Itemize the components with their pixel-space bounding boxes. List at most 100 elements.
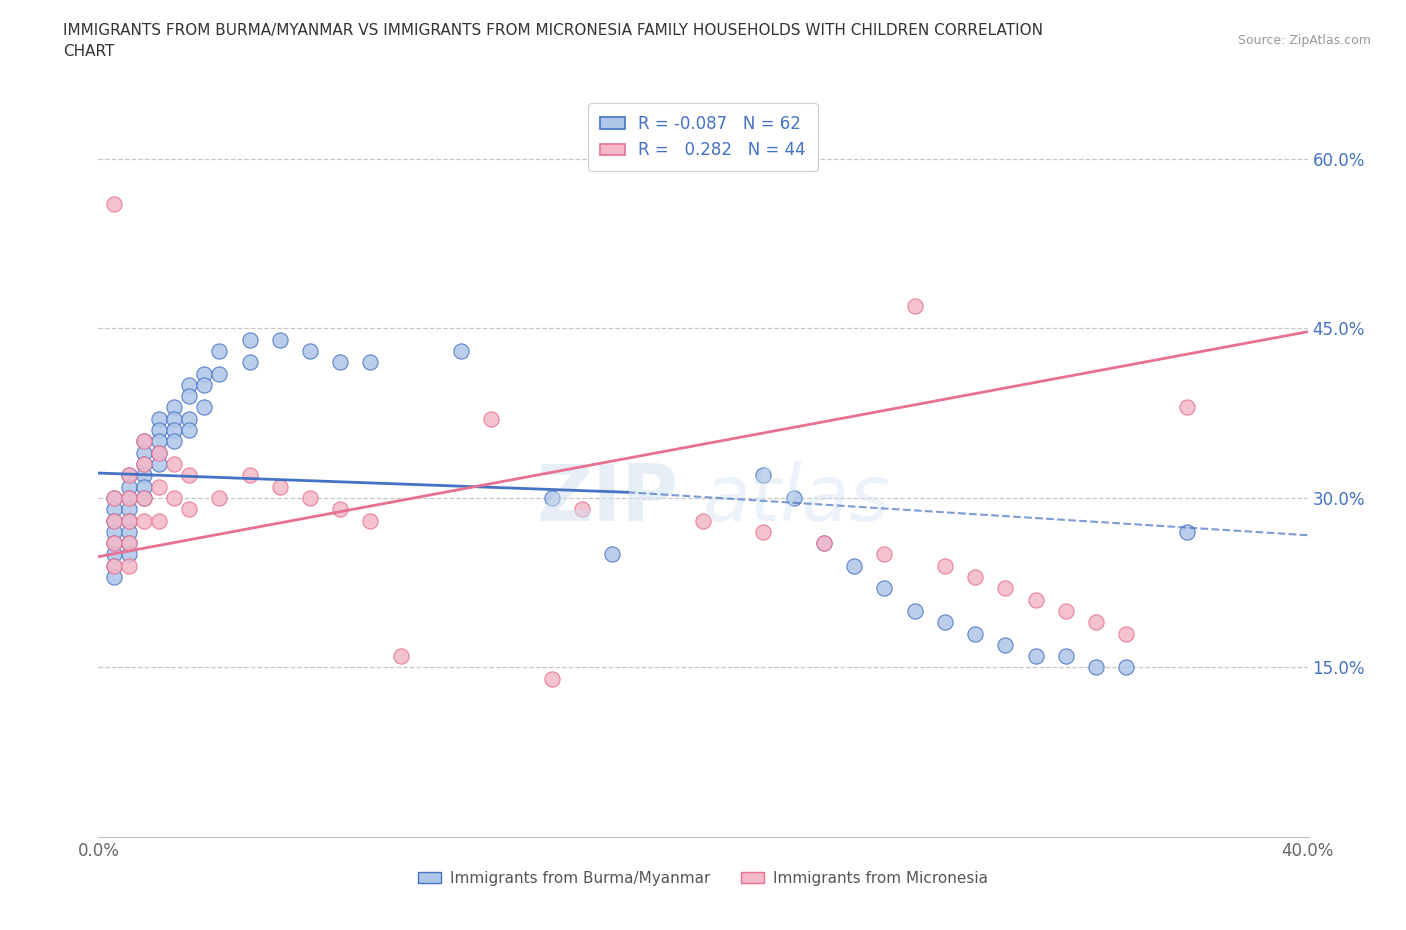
Point [965, 626, 987, 641]
Point [132, 457, 155, 472]
Point [132, 513, 155, 528]
Point [299, 490, 322, 505]
Point [118, 513, 141, 528]
Point [118, 547, 141, 562]
Point [752, 468, 775, 483]
Legend: Immigrants from Burma/Myanmar, Immigrants from Micronesia: Immigrants from Burma/Myanmar, Immigrant… [412, 865, 994, 892]
Point [994, 581, 1017, 596]
Point [118, 468, 141, 483]
Point [873, 581, 896, 596]
Text: ZIP: ZIP [537, 461, 679, 537]
Point [148, 422, 170, 437]
Point [193, 400, 215, 415]
Point [118, 558, 141, 573]
Point [163, 434, 186, 449]
Point [239, 332, 262, 347]
Point [571, 502, 593, 517]
Point [208, 366, 231, 381]
Point [103, 490, 125, 505]
Point [103, 558, 125, 573]
Point [360, 355, 382, 370]
Point [540, 490, 562, 505]
Point [844, 558, 866, 573]
Point [602, 547, 624, 562]
Point [118, 536, 141, 551]
Point [132, 468, 155, 483]
Point [389, 649, 412, 664]
Point [148, 479, 170, 494]
Point [148, 457, 170, 472]
Point [904, 299, 927, 313]
Text: Source: ZipAtlas.com: Source: ZipAtlas.com [1237, 34, 1371, 47]
Point [1175, 525, 1198, 539]
Point [1024, 592, 1046, 607]
Point [994, 637, 1017, 652]
Point [132, 479, 155, 494]
Point [179, 422, 201, 437]
Point [239, 355, 262, 370]
Point [118, 525, 141, 539]
Point [934, 615, 956, 630]
Point [1085, 615, 1108, 630]
Point [179, 389, 201, 404]
Point [208, 343, 231, 358]
Point [118, 502, 141, 517]
Point [1054, 604, 1077, 618]
Point [103, 196, 125, 211]
Point [1115, 660, 1137, 675]
Point [148, 411, 170, 426]
Point [103, 513, 125, 528]
Point [132, 434, 155, 449]
Point [540, 671, 562, 686]
Point [179, 468, 201, 483]
Point [299, 343, 322, 358]
Point [118, 513, 141, 528]
Point [103, 536, 125, 551]
Point [208, 490, 231, 505]
Point [193, 366, 215, 381]
Point [269, 332, 291, 347]
Point [873, 547, 896, 562]
Point [360, 513, 382, 528]
Point [481, 411, 503, 426]
Point [103, 536, 125, 551]
Point [103, 502, 125, 517]
Point [132, 457, 155, 472]
Point [1054, 649, 1077, 664]
Point [103, 547, 125, 562]
Point [163, 490, 186, 505]
Point [179, 502, 201, 517]
Point [118, 490, 141, 505]
Point [132, 490, 155, 505]
Point [163, 411, 186, 426]
Text: IMMIGRANTS FROM BURMA/MYANMAR VS IMMIGRANTS FROM MICRONESIA FAMILY HOUSEHOLDS WI: IMMIGRANTS FROM BURMA/MYANMAR VS IMMIGRA… [63, 23, 1043, 38]
Point [132, 445, 155, 460]
Text: atlas: atlas [703, 461, 891, 537]
Point [239, 468, 262, 483]
Point [752, 525, 775, 539]
Point [813, 536, 835, 551]
Point [329, 355, 352, 370]
Point [193, 378, 215, 392]
Point [103, 490, 125, 505]
Point [904, 604, 927, 618]
Point [450, 343, 472, 358]
Point [118, 479, 141, 494]
Point [103, 558, 125, 573]
Point [118, 468, 141, 483]
Point [934, 558, 956, 573]
Point [1115, 626, 1137, 641]
Point [132, 434, 155, 449]
Point [103, 569, 125, 584]
Point [148, 445, 170, 460]
Point [179, 378, 201, 392]
Point [1175, 400, 1198, 415]
Text: CHART: CHART [63, 44, 115, 59]
Point [965, 569, 987, 584]
Point [179, 411, 201, 426]
Point [269, 479, 291, 494]
Point [163, 400, 186, 415]
Point [329, 502, 352, 517]
Point [783, 490, 806, 505]
Point [148, 434, 170, 449]
